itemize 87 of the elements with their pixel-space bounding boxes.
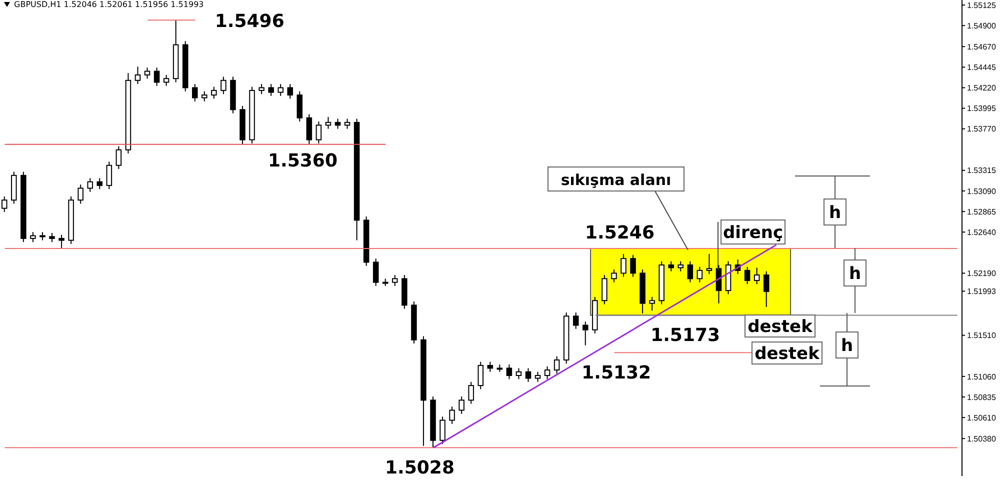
ref-line-label: 1.5132 [582,362,652,384]
chart-title: GBPUSD,H1 1.52046 1.52061 1.51956 1.51993 [14,0,204,9]
y-tick-label: 1.53995 [967,104,996,114]
annotation: h [848,264,862,284]
y-tick-label: 1.54900 [967,21,996,30]
candlestick [458,396,464,414]
ref-line-label: 1.5246 [585,222,654,244]
candlestick [696,266,703,283]
candlestick [116,146,122,170]
candlestick [649,296,655,312]
candlestick [372,258,379,286]
candlestick [192,84,198,102]
candlestick [620,253,626,278]
candlestick [316,121,322,144]
candlestick [611,269,617,283]
candlestick [582,321,588,346]
y-tick-label: 1.53315 [967,166,996,176]
annotation: destek [748,317,814,337]
candlestick [687,260,694,283]
candlestick [163,74,170,86]
candlestick [525,368,532,382]
annotation: destek [754,344,820,364]
candlestick [78,184,84,204]
candlestick [154,67,160,86]
y-tick-label: 1.51510 [967,331,996,340]
candlestick [449,406,455,424]
candlestick [49,232,55,243]
candlestick [30,232,36,243]
ref-line-label: 1.5173 [650,325,720,346]
y-tick-label: 1.54445 [967,62,996,72]
candlestick [468,381,474,404]
y-tick-label: 1.50380 [967,434,996,444]
candlestick [287,84,294,100]
y-tick-label: 1.53090 [967,186,996,196]
y-tick-label: 1.51060 [967,372,996,382]
ref-line-label: 1.5360 [268,150,338,172]
candlestick [220,76,226,95]
ref-line-label: 1.5028 [385,458,454,479]
y-tick-label: 1.55125 [967,0,996,10]
candlestick [278,84,284,96]
candlestick [678,260,684,272]
candlestick [144,67,150,80]
candlestick [706,253,712,275]
candlestick [763,270,770,308]
candlestick [87,178,93,192]
candlestick [572,312,579,330]
y-tick-label: 1.54670 [967,42,996,52]
annotation: direnç [722,223,784,243]
candlestick [96,178,103,190]
candlestick [325,116,332,130]
ref-line-label: 1.5496 [214,11,284,32]
candlestick [58,234,64,250]
candlestick [506,364,512,380]
candlestick [754,267,760,285]
candlestick [554,356,560,374]
candlestick [544,366,550,380]
candlestick [334,118,341,130]
candlestick [296,90,303,122]
candlestick [134,66,141,85]
candlestick [516,368,522,380]
candlestick [602,274,608,305]
candlestick [534,371,541,382]
candlestick [478,361,484,390]
candlestick [668,260,674,272]
annotation: h [828,203,842,223]
candlestick [306,114,312,145]
annotation: h [840,336,854,356]
y-tick-label: 1.50835 [967,392,996,402]
candlestick [630,254,636,278]
candlestick [268,84,274,96]
candlestick [344,118,350,130]
y-tick-label: 1.54220 [967,84,996,93]
candlestick [440,416,446,445]
y-tick-label: 1.53770 [967,124,996,134]
candlestick [211,86,217,100]
y-tick-label: 1.52640 [967,228,996,237]
y-tick-label: 1.52190 [967,269,996,278]
y-tick-label: 1.51993 [967,287,996,296]
candlestick [392,274,398,286]
band-label: sıkışma alanı [560,171,672,189]
candlestick [258,84,264,95]
candlestick [487,361,494,372]
y-tick-label: 1.52865 [967,207,996,216]
y-tick-label: 1.50610 [967,413,996,422]
candlestick [202,90,208,102]
candlestick [744,266,750,285]
candlestick [106,161,112,190]
